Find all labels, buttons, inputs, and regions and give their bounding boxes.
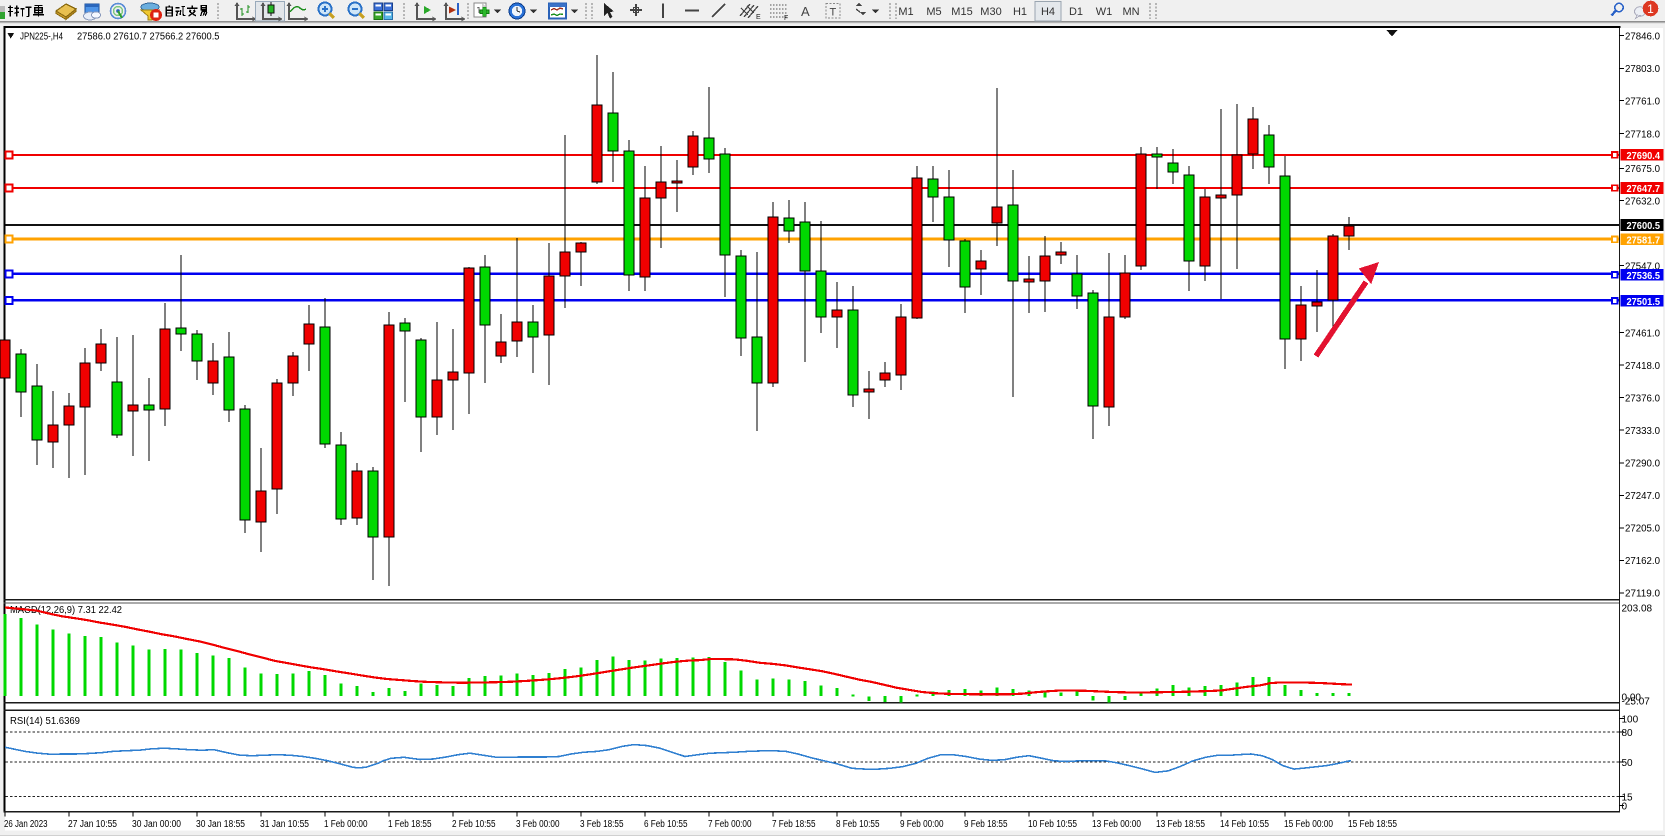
svg-text:RSI(14) 51.6369: RSI(14) 51.6369 xyxy=(10,716,80,727)
svg-text:50: 50 xyxy=(1622,758,1634,769)
svg-text:1: 1 xyxy=(1647,2,1654,16)
svg-text:10 Feb 10:55: 10 Feb 10:55 xyxy=(1028,819,1077,830)
svg-text:1 Feb 18:55: 1 Feb 18:55 xyxy=(388,819,432,830)
svg-text:-25.07: -25.07 xyxy=(1622,696,1651,707)
svg-text:80: 80 xyxy=(1622,728,1634,739)
svg-text:15: 15 xyxy=(1622,792,1634,803)
svg-text:3 Feb 00:00: 3 Feb 00:00 xyxy=(516,819,560,830)
svg-text:3 Feb 18:55: 3 Feb 18:55 xyxy=(580,819,624,830)
svg-text:27803.0: 27803.0 xyxy=(1625,64,1660,75)
svg-text:100: 100 xyxy=(1622,714,1639,725)
svg-text:27547.0: 27547.0 xyxy=(1625,261,1660,272)
svg-text:M30: M30 xyxy=(980,6,1001,18)
svg-text:27536.5: 27536.5 xyxy=(1627,271,1661,282)
svg-text:203.08: 203.08 xyxy=(1622,603,1653,614)
svg-text:27675.0: 27675.0 xyxy=(1625,164,1660,175)
svg-text:7 Feb 00:00: 7 Feb 00:00 xyxy=(708,819,752,830)
svg-text:27247.0: 27247.0 xyxy=(1625,491,1660,502)
svg-text:15 Feb 18:55: 15 Feb 18:55 xyxy=(1348,819,1397,830)
svg-text:27205.0: 27205.0 xyxy=(1625,524,1660,535)
svg-text:30 Jan 18:55: 30 Jan 18:55 xyxy=(196,819,245,830)
svg-text:27333.0: 27333.0 xyxy=(1625,426,1660,437)
svg-text:27846.0: 27846.0 xyxy=(1625,31,1660,42)
svg-text:1 Feb 00:00: 1 Feb 00:00 xyxy=(324,819,368,830)
svg-text:27162.0: 27162.0 xyxy=(1625,556,1660,567)
svg-text:MACD(12,26,9) 7.31 22.42: MACD(12,26,9) 7.31 22.42 xyxy=(10,605,122,616)
svg-text:27581.7: 27581.7 xyxy=(1627,235,1661,246)
svg-text:8 Feb 10:55: 8 Feb 10:55 xyxy=(836,819,880,830)
svg-text:13 Feb 18:55: 13 Feb 18:55 xyxy=(1156,819,1205,830)
svg-text:27632.0: 27632.0 xyxy=(1625,196,1660,207)
svg-text:M5: M5 xyxy=(926,6,941,18)
svg-text:27290.0: 27290.0 xyxy=(1625,459,1660,470)
svg-text:27461.0: 27461.0 xyxy=(1625,328,1660,339)
svg-text:H1: H1 xyxy=(1013,6,1027,18)
svg-text:14 Feb 10:55: 14 Feb 10:55 xyxy=(1220,819,1269,830)
svg-text:0.00: 0.00 xyxy=(1622,693,1642,704)
svg-text:MN: MN xyxy=(1122,6,1139,18)
svg-text:E: E xyxy=(756,14,761,21)
svg-text:27501.5: 27501.5 xyxy=(1627,297,1661,308)
svg-text:F: F xyxy=(784,15,788,22)
svg-text:27690.4: 27690.4 xyxy=(1627,151,1661,162)
svg-text:27647.7: 27647.7 xyxy=(1627,184,1661,195)
svg-text:26 Jan 2023: 26 Jan 2023 xyxy=(4,819,48,830)
svg-text:9 Feb 00:00: 9 Feb 00:00 xyxy=(900,819,944,830)
svg-text:27600.5: 27600.5 xyxy=(1627,221,1661,232)
svg-text:6 Feb 10:55: 6 Feb 10:55 xyxy=(644,819,688,830)
svg-text:27119.0: 27119.0 xyxy=(1625,589,1660,600)
svg-text:M15: M15 xyxy=(951,6,972,18)
svg-text:15 Feb 00:00: 15 Feb 00:00 xyxy=(1284,819,1333,830)
svg-text:27376.0: 27376.0 xyxy=(1625,394,1660,405)
svg-text:JPN225-,H4: JPN225-,H4 xyxy=(20,32,63,43)
svg-text:A: A xyxy=(801,4,810,19)
svg-text:0: 0 xyxy=(1622,801,1628,812)
svg-text:2 Feb 10:55: 2 Feb 10:55 xyxy=(452,819,496,830)
svg-text:M1: M1 xyxy=(898,6,913,18)
svg-text:27761.0: 27761.0 xyxy=(1625,96,1660,107)
svg-text:H4: H4 xyxy=(1041,6,1055,18)
svg-text:27418.0: 27418.0 xyxy=(1625,361,1660,372)
svg-text:W1: W1 xyxy=(1096,6,1113,18)
svg-text:31 Jan 10:55: 31 Jan 10:55 xyxy=(260,819,309,830)
svg-text:30 Jan 00:00: 30 Jan 00:00 xyxy=(132,819,181,830)
svg-text:13 Feb 00:00: 13 Feb 00:00 xyxy=(1092,819,1141,830)
svg-text:27 Jan 10:55: 27 Jan 10:55 xyxy=(68,819,117,830)
svg-text:7 Feb 18:55: 7 Feb 18:55 xyxy=(772,819,816,830)
svg-text:T: T xyxy=(830,7,837,19)
svg-text:D1: D1 xyxy=(1069,6,1083,18)
svg-text:27586.0 27610.7 27566.2 27600.: 27586.0 27610.7 27566.2 27600.5 xyxy=(77,32,220,43)
svg-text:27718.0: 27718.0 xyxy=(1625,129,1660,140)
svg-text:9 Feb 18:55: 9 Feb 18:55 xyxy=(964,819,1008,830)
